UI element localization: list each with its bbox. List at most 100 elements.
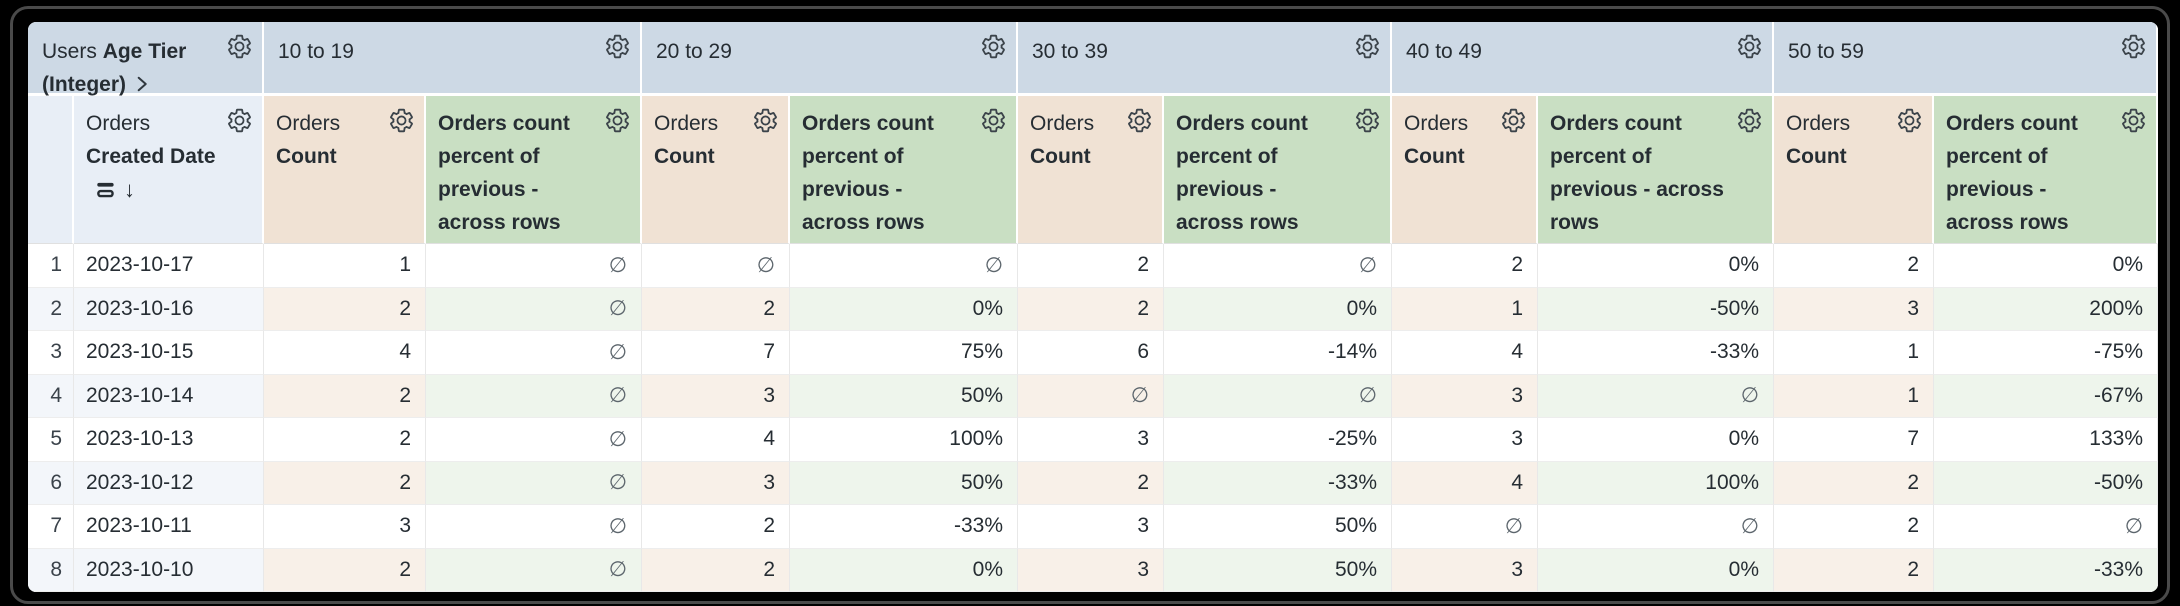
percent-cell[interactable]: 133% — [1934, 418, 2158, 462]
count-cell[interactable]: 2 — [264, 548, 426, 592]
percent-cell[interactable]: ∅ — [426, 374, 642, 418]
percent-cell[interactable]: -14% — [1164, 331, 1392, 375]
gear-icon[interactable] — [980, 33, 1007, 60]
count-cell[interactable]: 1 — [1774, 331, 1934, 375]
gear-icon[interactable] — [604, 33, 631, 60]
gear-icon[interactable] — [752, 107, 779, 134]
count-cell[interactable]: 2 — [642, 287, 790, 331]
percent-cell[interactable]: ∅ — [426, 287, 642, 331]
count-cell[interactable]: 7 — [1774, 418, 1934, 462]
gear-icon[interactable] — [1500, 107, 1527, 134]
count-cell[interactable]: 3 — [1774, 287, 1934, 331]
count-cell[interactable]: 7 — [642, 331, 790, 375]
percent-cell[interactable]: ∅ — [426, 548, 642, 592]
percent-cell[interactable]: 0% — [1538, 244, 1774, 288]
gear-icon[interactable] — [1736, 107, 1763, 134]
count-cell[interactable]: 2 — [264, 461, 426, 505]
percent-cell[interactable]: 0% — [1934, 244, 2158, 288]
gear-icon[interactable] — [226, 107, 253, 134]
percent-cell[interactable]: ∅ — [426, 331, 642, 375]
table-calc-header[interactable]: Orders count percent of previous - acros… — [790, 96, 1018, 244]
percent-cell[interactable]: 100% — [1538, 461, 1774, 505]
percent-cell[interactable]: -67% — [1934, 374, 2158, 418]
measure-header[interactable]: Orders Count — [642, 96, 790, 244]
gear-icon[interactable] — [2120, 107, 2147, 134]
count-cell[interactable]: 2 — [1018, 461, 1164, 505]
percent-cell[interactable]: -33% — [1934, 548, 2158, 592]
date-cell[interactable]: 2023-10-17 — [74, 244, 264, 288]
gear-icon[interactable] — [226, 33, 253, 60]
percent-cell[interactable]: 0% — [1164, 287, 1392, 331]
measure-header[interactable]: Orders Count — [1018, 96, 1164, 244]
count-cell[interactable]: 2 — [1018, 287, 1164, 331]
count-cell[interactable]: 1 — [1774, 374, 1934, 418]
measure-header[interactable]: Orders Count — [1392, 96, 1538, 244]
count-cell[interactable]: 3 — [642, 374, 790, 418]
date-cell[interactable]: 2023-10-13 — [74, 418, 264, 462]
count-cell[interactable]: 4 — [1392, 331, 1538, 375]
percent-cell[interactable]: -33% — [790, 505, 1018, 549]
gear-icon[interactable] — [1896, 107, 1923, 134]
table-calc-header[interactable]: Orders count percent of previous - acros… — [1164, 96, 1392, 244]
pivot-value-header[interactable]: 30 to 39 — [1018, 22, 1392, 96]
gear-icon[interactable] — [1736, 33, 1763, 60]
percent-cell[interactable]: ∅ — [1934, 505, 2158, 549]
count-cell[interactable]: ∅ — [1018, 374, 1164, 418]
count-cell[interactable]: 6 — [1018, 331, 1164, 375]
percent-cell[interactable]: -33% — [1538, 331, 1774, 375]
percent-cell[interactable]: 0% — [1538, 548, 1774, 592]
count-cell[interactable]: 2 — [1392, 244, 1538, 288]
count-cell[interactable]: 2 — [1774, 244, 1934, 288]
count-cell[interactable]: ∅ — [642, 244, 790, 288]
pivot-value-header[interactable]: 10 to 19 — [264, 22, 642, 96]
percent-cell[interactable]: ∅ — [1538, 505, 1774, 549]
count-cell[interactable]: 4 — [642, 418, 790, 462]
measure-header[interactable]: Orders Count — [264, 96, 426, 244]
table-calc-header[interactable]: Orders count percent of previous - acros… — [426, 96, 642, 244]
gear-icon[interactable] — [388, 107, 415, 134]
gear-icon[interactable] — [1126, 107, 1153, 134]
count-cell[interactable]: 2 — [642, 505, 790, 549]
percent-cell[interactable]: ∅ — [1164, 244, 1392, 288]
count-cell[interactable]: 2 — [1774, 505, 1934, 549]
percent-cell[interactable]: 75% — [790, 331, 1018, 375]
percent-cell[interactable]: ∅ — [426, 505, 642, 549]
percent-cell[interactable]: -75% — [1934, 331, 2158, 375]
percent-cell[interactable]: -50% — [1934, 461, 2158, 505]
pivot-value-header[interactable]: 50 to 59 — [1774, 22, 2158, 96]
date-cell[interactable]: 2023-10-16 — [74, 287, 264, 331]
pivot-value-header[interactable]: 20 to 29 — [642, 22, 1018, 96]
percent-cell[interactable]: ∅ — [426, 418, 642, 462]
count-cell[interactable]: 3 — [264, 505, 426, 549]
date-cell[interactable]: 2023-10-15 — [74, 331, 264, 375]
count-cell[interactable]: 3 — [642, 461, 790, 505]
gear-icon[interactable] — [604, 107, 631, 134]
percent-cell[interactable]: 0% — [1538, 418, 1774, 462]
percent-cell[interactable]: ∅ — [426, 461, 642, 505]
gear-icon[interactable] — [980, 107, 1007, 134]
percent-cell[interactable]: 50% — [790, 461, 1018, 505]
date-cell[interactable]: 2023-10-11 — [74, 505, 264, 549]
pivot-value-header[interactable]: 40 to 49 — [1392, 22, 1774, 96]
measure-header[interactable]: Orders Count — [1774, 96, 1934, 244]
count-cell[interactable]: 4 — [264, 331, 426, 375]
count-cell[interactable]: 1 — [264, 244, 426, 288]
count-cell[interactable]: 2 — [1774, 461, 1934, 505]
count-cell[interactable]: 3 — [1392, 418, 1538, 462]
row-dimension-header[interactable]: Orders Created Date ↓ — [74, 96, 264, 244]
count-cell[interactable]: 2 — [1018, 244, 1164, 288]
gear-icon[interactable] — [1354, 33, 1381, 60]
table-calc-header[interactable]: Orders count percent of previous - acros… — [1538, 96, 1774, 244]
count-cell[interactable]: 3 — [1018, 548, 1164, 592]
table-calc-header[interactable]: Orders count percent of previous - acros… — [1934, 96, 2158, 244]
count-cell[interactable]: 2 — [264, 287, 426, 331]
percent-cell[interactable]: -50% — [1538, 287, 1774, 331]
percent-cell[interactable]: 50% — [1164, 505, 1392, 549]
percent-cell[interactable]: ∅ — [790, 244, 1018, 288]
count-cell[interactable]: 3 — [1018, 418, 1164, 462]
percent-cell[interactable]: 100% — [790, 418, 1018, 462]
date-cell[interactable]: 2023-10-12 — [74, 461, 264, 505]
count-cell[interactable]: 4 — [1392, 461, 1538, 505]
count-cell[interactable]: ∅ — [1392, 505, 1538, 549]
percent-cell[interactable]: 0% — [790, 548, 1018, 592]
